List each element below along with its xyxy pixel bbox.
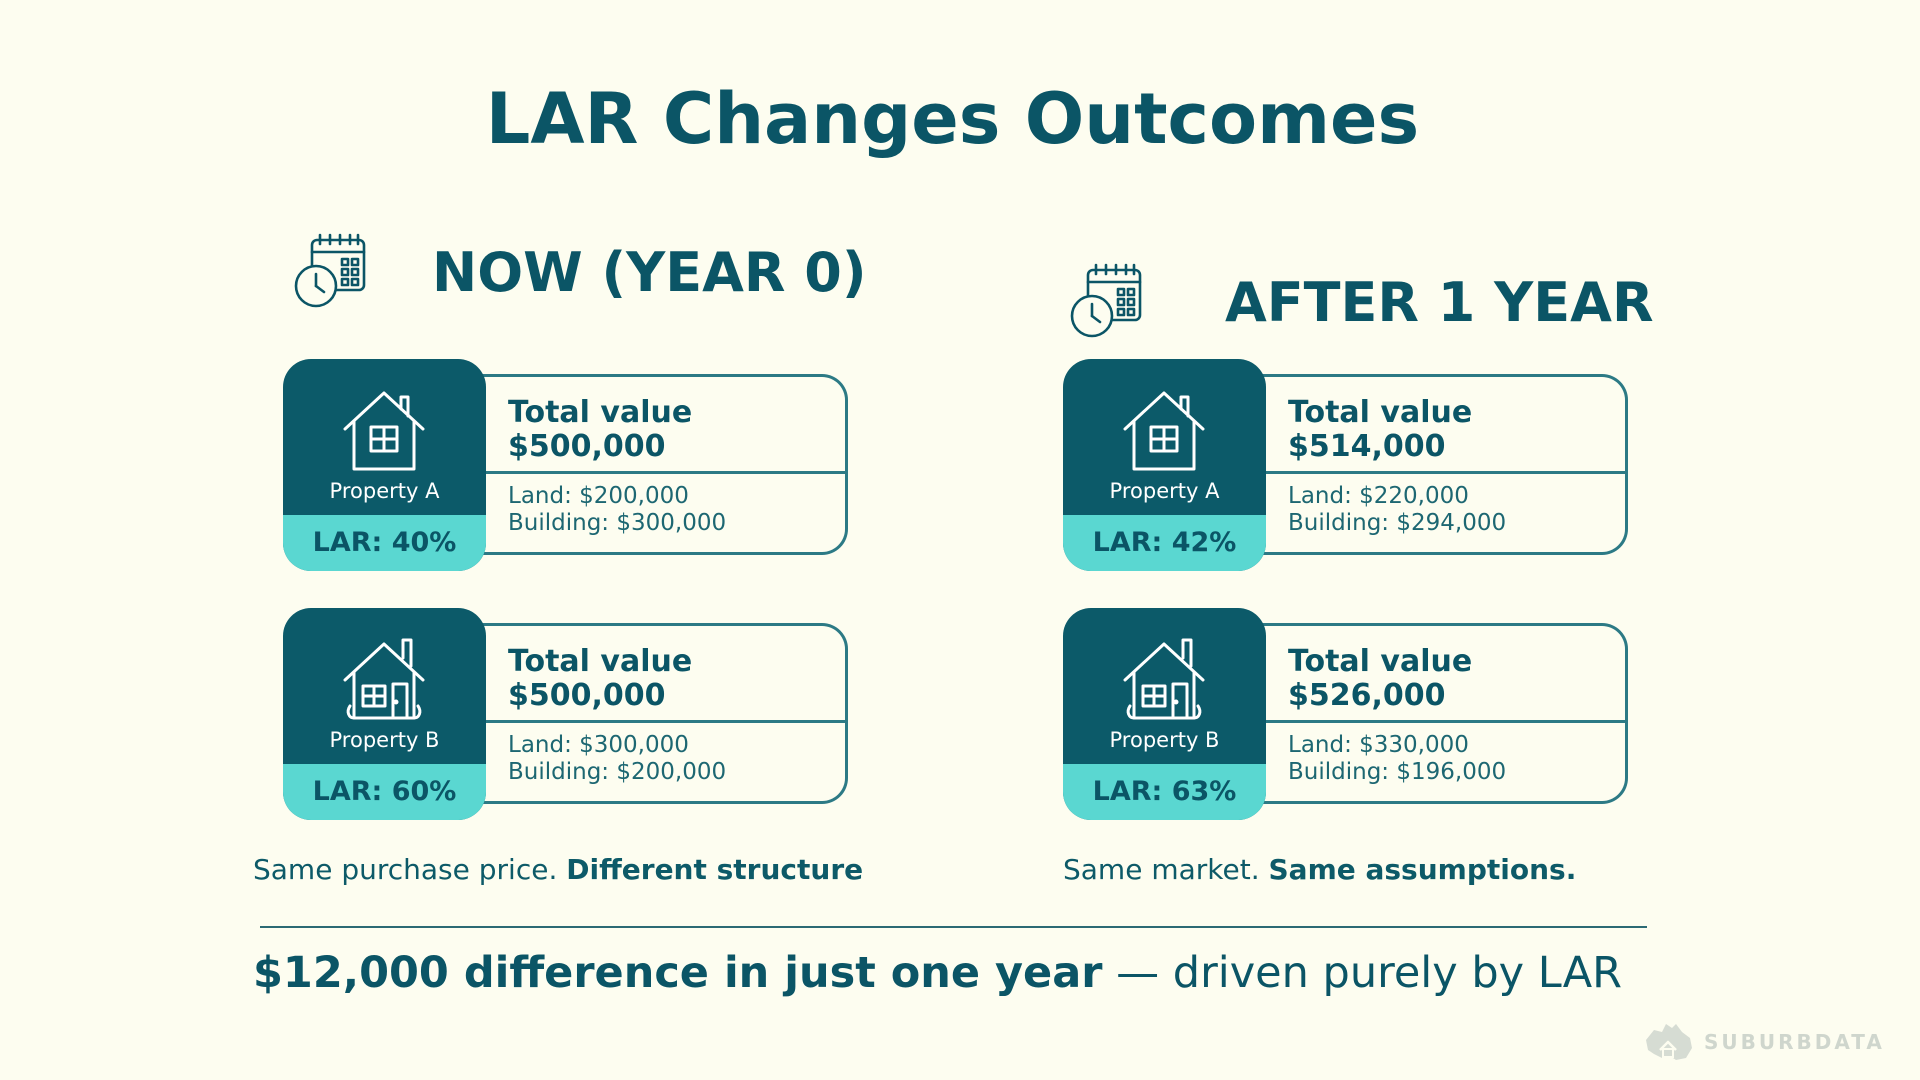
house-icon xyxy=(341,385,428,475)
property-card-now-b: Total value $500,000 Land: $300,000 Buil… xyxy=(283,608,850,820)
total-value-label: Total value xyxy=(508,644,693,679)
property-name: Property B xyxy=(329,728,440,752)
lar-badge: LAR: 40% xyxy=(283,515,486,571)
total-value-label: Total value xyxy=(1288,644,1473,679)
land-value: Land: $220,000 xyxy=(1288,483,1469,509)
brand-watermark: SUBURBDATA xyxy=(1640,1020,1885,1064)
total-value: $514,000 xyxy=(1288,429,1446,464)
land-value: Land: $330,000 xyxy=(1288,732,1469,758)
property-name: Property B xyxy=(1109,728,1220,752)
page-title: LAR Changes Outcomes xyxy=(485,78,1420,160)
property-info-panel: Total value $514,000 Land: $220,000 Buil… xyxy=(1258,374,1628,555)
divider xyxy=(478,720,845,723)
calendar-clock-icon xyxy=(292,232,372,312)
tagline-regular: Same market. xyxy=(1063,853,1269,886)
building-value: Building: $196,000 xyxy=(1288,759,1507,785)
divider xyxy=(1258,720,1625,723)
lar-badge: LAR: 63% xyxy=(1063,764,1266,820)
total-value: $500,000 xyxy=(508,678,666,713)
total-value-label: Total value xyxy=(508,395,693,430)
property-card-after-a: Total value $514,000 Land: $220,000 Buil… xyxy=(1063,359,1630,571)
tagline-bold: Same assumptions. xyxy=(1268,853,1577,886)
now-heading-row: NOW (YEAR 0) xyxy=(292,232,867,312)
footer-summary: $12,000 difference in just one year — dr… xyxy=(253,948,1622,998)
building-value: Building: $294,000 xyxy=(1288,510,1507,536)
divider xyxy=(1258,471,1625,474)
land-value: Land: $200,000 xyxy=(508,483,689,509)
total-value: $500,000 xyxy=(508,429,666,464)
footer-divider xyxy=(260,926,1647,928)
footer-regular: — driven purely by LAR xyxy=(1102,948,1622,998)
divider xyxy=(478,471,845,474)
after-tagline: Same market. Same assumptions. xyxy=(1063,853,1576,886)
property-card-now-a: Total value $500,000 Land: $200,000 Buil… xyxy=(283,359,850,571)
property-icon-block: Property B LAR: 63% xyxy=(1063,608,1266,820)
after-heading: AFTER 1 YEAR xyxy=(1225,270,1654,334)
lar-badge: LAR: 42% xyxy=(1063,515,1266,571)
tagline-bold: Different structure xyxy=(566,853,864,886)
after-heading-row: AFTER 1 YEAR xyxy=(1068,262,1654,342)
footer-bold: $12,000 difference in just one year xyxy=(253,948,1103,998)
calendar-clock-icon xyxy=(1068,262,1148,342)
land-value: Land: $300,000 xyxy=(508,732,689,758)
property-card-after-b: Total value $526,000 Land: $330,000 Buil… xyxy=(1063,608,1630,820)
now-tagline: Same purchase price. Different structure xyxy=(253,853,863,886)
now-heading: NOW (YEAR 0) xyxy=(432,240,867,304)
house-with-door-icon xyxy=(341,634,428,724)
total-value: $526,000 xyxy=(1288,678,1446,713)
property-name: Property A xyxy=(329,479,440,503)
property-icon-block: Property A LAR: 40% xyxy=(283,359,486,571)
tagline-regular: Same purchase price. xyxy=(253,853,567,886)
brand-name: SUBURBDATA xyxy=(1704,1030,1885,1054)
australia-map-logo-icon xyxy=(1646,1024,1692,1060)
property-info-panel: Total value $500,000 Land: $200,000 Buil… xyxy=(478,374,848,555)
building-value: Building: $300,000 xyxy=(508,510,727,536)
property-info-panel: Total value $500,000 Land: $300,000 Buil… xyxy=(478,623,848,804)
property-icon-block: Property A LAR: 42% xyxy=(1063,359,1266,571)
property-name: Property A xyxy=(1109,479,1220,503)
property-icon-block: Property B LAR: 60% xyxy=(283,608,486,820)
total-value-label: Total value xyxy=(1288,395,1473,430)
house-icon xyxy=(1121,385,1208,475)
building-value: Building: $200,000 xyxy=(508,759,727,785)
property-info-panel: Total value $526,000 Land: $330,000 Buil… xyxy=(1258,623,1628,804)
house-with-door-icon xyxy=(1121,634,1208,724)
lar-badge: LAR: 60% xyxy=(283,764,486,820)
